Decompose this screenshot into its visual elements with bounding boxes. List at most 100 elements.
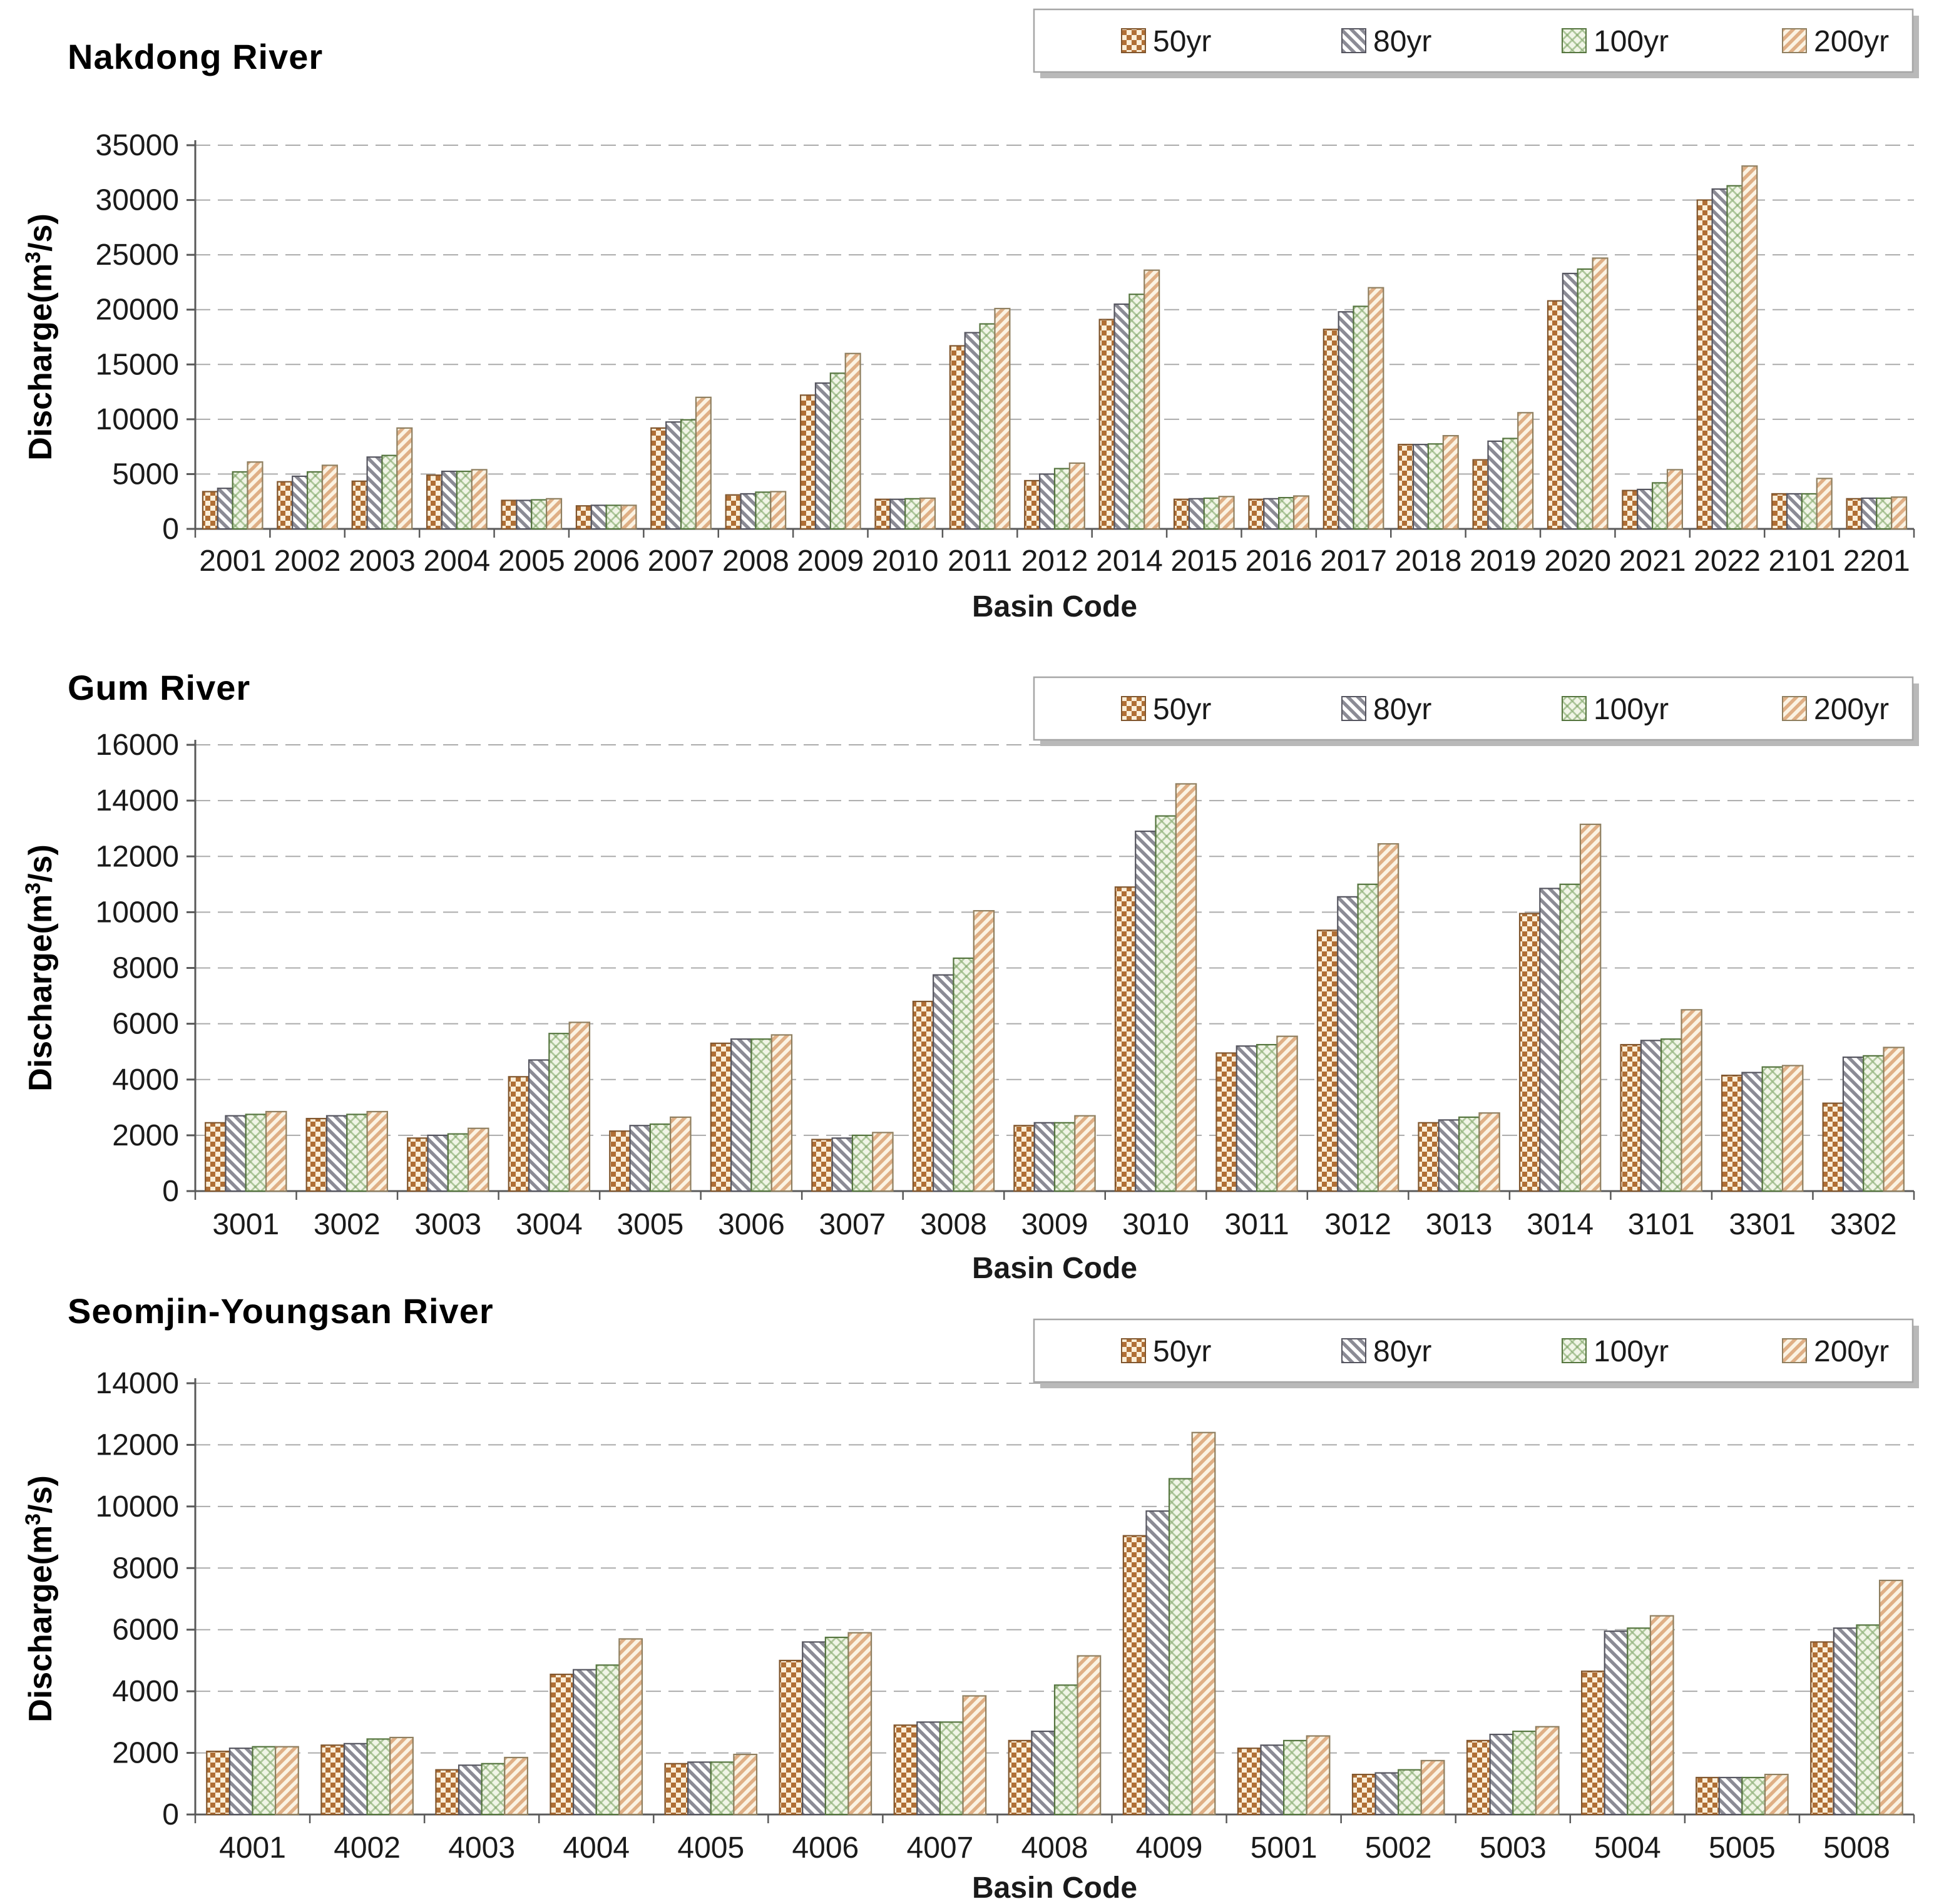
bar-50yr [1323,329,1339,530]
legend-label-80yr: 80yr [1373,693,1431,726]
x-category-label: 4003 [448,1831,515,1865]
bar-50yr [1472,459,1489,530]
bar-50yr [664,1763,689,1816]
y-tick-label: 2000 [112,1737,179,1770]
legend: 50yr 80yr 100yr 200yr [1033,1318,1919,1388]
bar-100yr [755,491,772,530]
y-tick-label: 30000 [96,184,179,217]
chart-title-seomjin: Seomjin-Youngsan River [68,1291,494,1331]
bar-100yr [1427,443,1444,530]
bar-50yr [205,1122,227,1192]
bar-80yr [916,1721,941,1816]
x-category-label: 5005 [1709,1831,1776,1865]
bar-50yr [1696,1776,1720,1816]
x-category-label: 2014 [1096,545,1163,578]
bar-200yr [1781,1065,1804,1192]
bar-200yr [670,1116,692,1192]
y-tick-label: 15000 [96,348,179,381]
bar-80yr [292,475,309,530]
bar-200yr [847,1632,872,1816]
bar-200yr [1517,412,1534,530]
x-category-label: 4001 [219,1831,286,1865]
bar-50yr [320,1744,345,1816]
y-tick-label: 12000 [96,1428,179,1461]
bar-200yr [618,1638,643,1816]
bar-200yr [1478,1112,1500,1192]
bar-50yr [1008,1739,1033,1816]
bar-100yr [649,1123,672,1192]
x-category-label: 2001 [199,545,266,578]
bar-50yr [1098,319,1115,530]
bar-50yr [1316,929,1339,1192]
bar-100yr [1652,482,1669,530]
bar-50yr [1846,498,1863,530]
bar-200yr [1666,469,1683,530]
y-tick-label: 16000 [96,729,179,762]
bar-50yr [779,1659,804,1816]
legend: 50yr 80yr 100yr 200yr [1033,676,1919,746]
y-tick-label: 0 [162,1175,179,1208]
bar-50yr [1398,444,1415,530]
bar-80yr [343,1743,368,1816]
bar-80yr [1236,1045,1258,1192]
legend-swatch-50yr [1121,28,1146,53]
bar-50yr [949,345,966,530]
bar-50yr [1547,300,1563,530]
x-category-label: 2021 [1619,545,1686,578]
bar-100yr [1203,497,1220,530]
x-category-label: 5003 [1480,1831,1547,1865]
bar-100yr [605,504,622,530]
bar-100yr [1128,294,1145,530]
bar-50yr [1466,1739,1491,1816]
y-tick-label: 2000 [112,1119,179,1152]
bar-50yr [1622,489,1639,530]
bar-100yr [1726,185,1743,530]
bar-80yr [1039,473,1056,530]
bar-50yr [1620,1043,1642,1192]
bar-200yr [770,491,787,530]
legend-swatch-50yr [1121,696,1146,721]
x-category-label: 2003 [349,545,416,578]
bar-80yr [629,1125,651,1192]
x-category-label: 2010 [872,545,939,578]
x-category-label: 3004 [516,1208,583,1241]
bar-100yr [447,1133,469,1192]
bar-80yr [590,504,607,530]
bar-80yr [1489,1733,1514,1816]
legend-swatch-100yr [1562,696,1587,721]
bar-100yr [750,1038,772,1192]
bar-50yr [1822,1102,1844,1192]
legend-swatch-100yr [1562,28,1587,53]
x-category-label: 2012 [1021,545,1088,578]
bar-80yr [1145,1510,1170,1816]
bar-100yr [1357,883,1379,1192]
bar-50yr [912,1000,934,1192]
bar-100yr [1741,1776,1766,1816]
bar-200yr [1218,496,1235,530]
bar-100yr [595,1664,620,1816]
bar-80yr [1374,1772,1399,1816]
bar-80yr [516,499,533,530]
bar-200yr [1191,1431,1216,1816]
bar-200yr [1878,1579,1903,1816]
bar-200yr [265,1110,287,1192]
bar-100yr [1053,468,1070,530]
bar-100yr [366,1738,391,1816]
bar-100yr [851,1134,874,1192]
bar-50yr [435,1769,460,1816]
x-category-label: 3301 [1729,1208,1796,1241]
bar-50yr [1013,1125,1035,1192]
bar-200yr [546,498,563,530]
bar-80yr [573,1669,597,1816]
x-category-label: 3014 [1527,1208,1594,1241]
bar-100yr [1559,883,1582,1192]
legend-label-50yr: 50yr [1153,25,1211,58]
bar-100yr [1801,493,1818,530]
bar-200yr [1074,1115,1096,1192]
x-category-label: 3010 [1122,1208,1189,1241]
bar-200yr [468,1127,489,1192]
bar-50yr [1581,1671,1605,1816]
bar-200yr [1077,1655,1102,1816]
y-axis-title: Discharge(m3/s) [21,1475,59,1722]
